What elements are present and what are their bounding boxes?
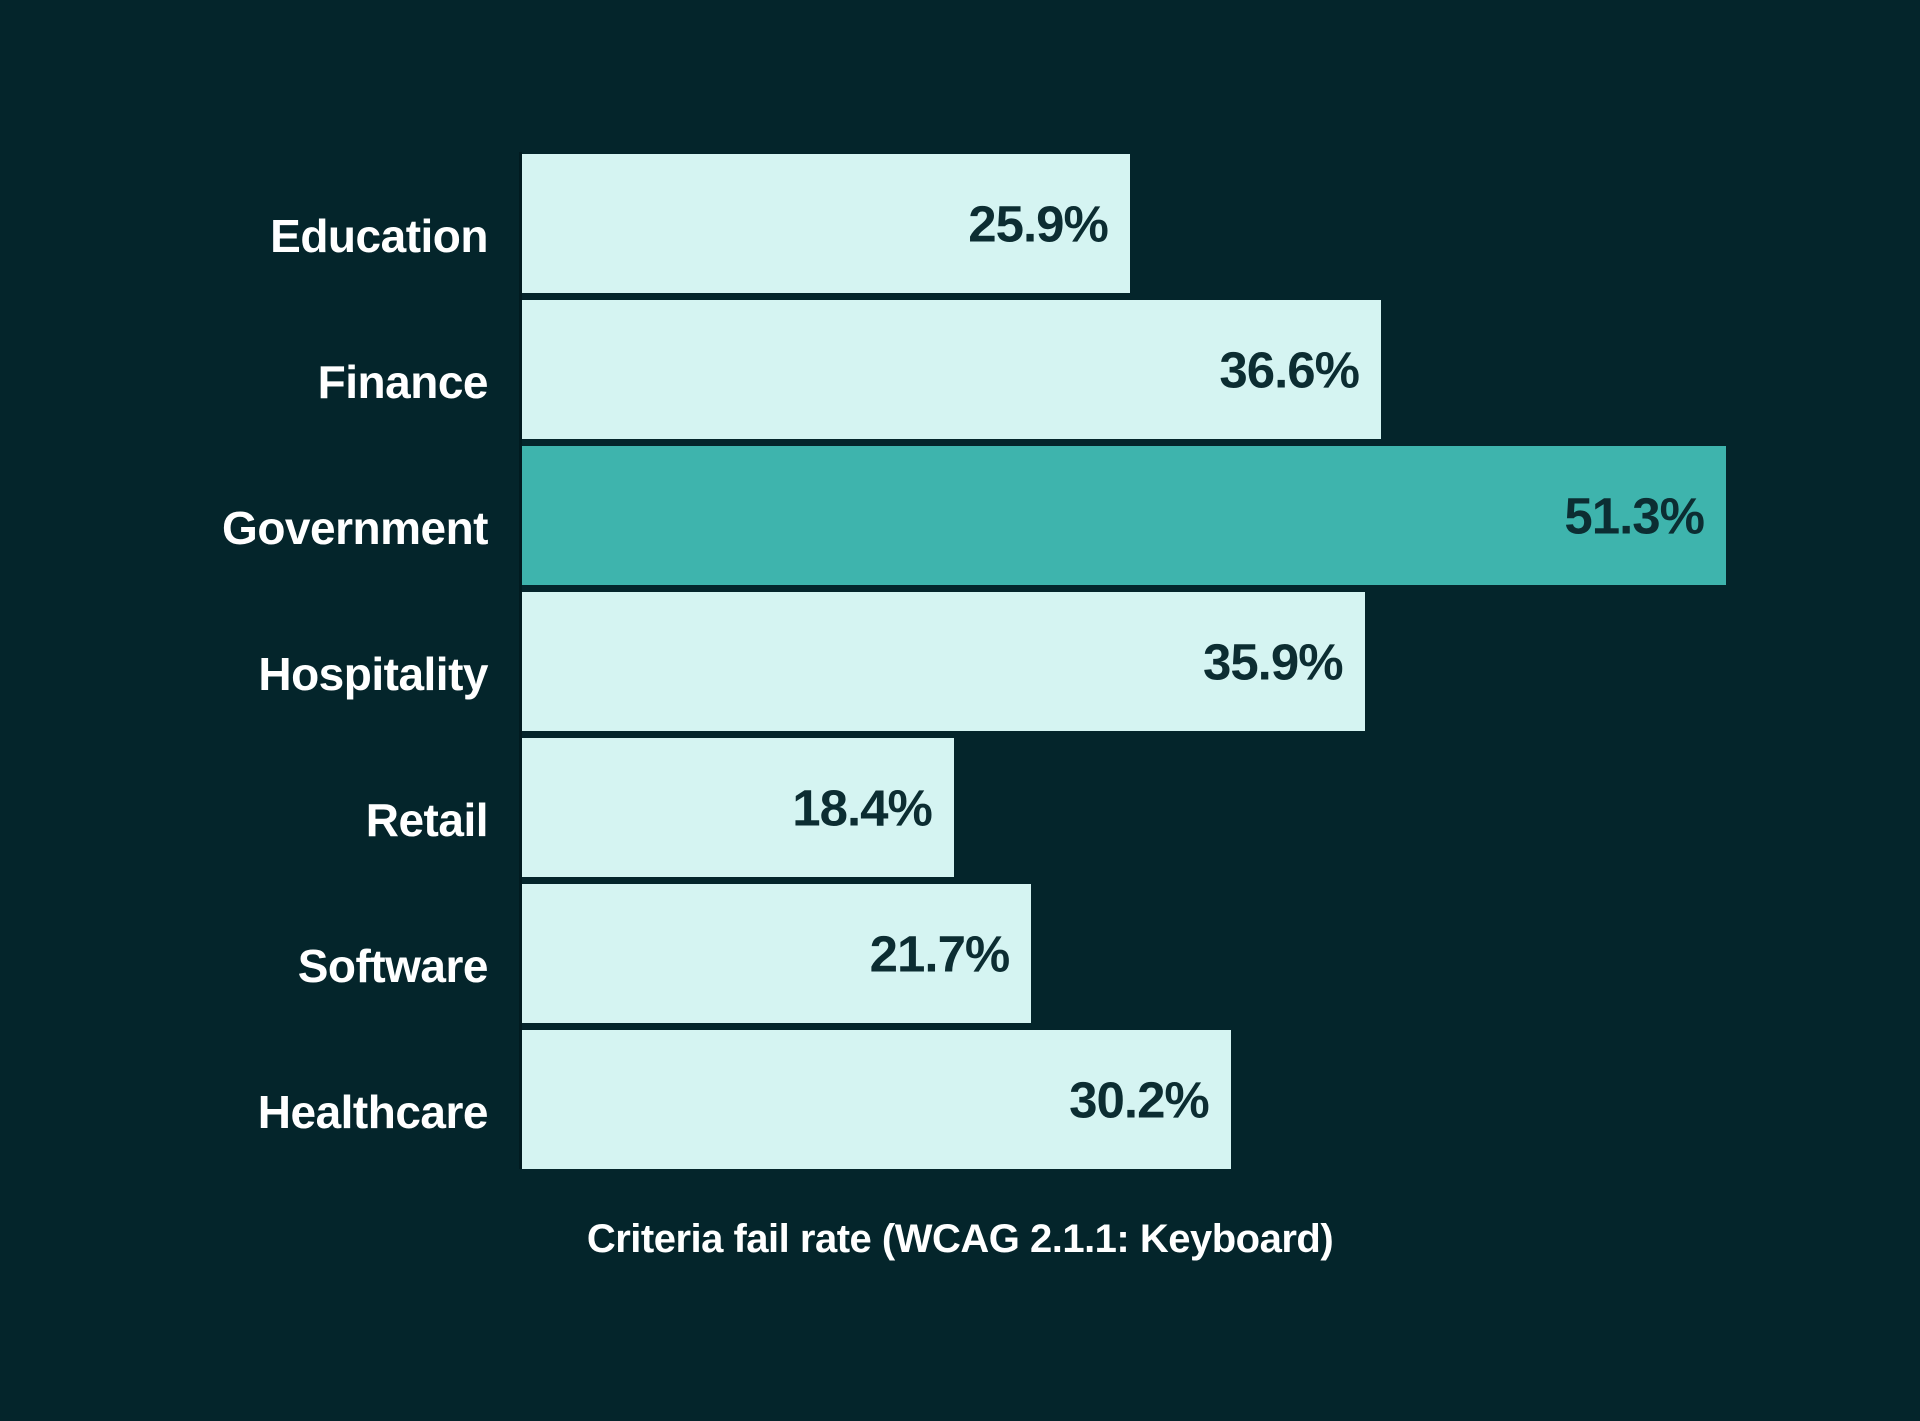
category-label: Government	[222, 501, 488, 554]
bar-value-label: 30.2%	[1069, 1071, 1210, 1128]
x-axis-title: Criteria fail rate (WCAG 2.1.1: Keyboard…	[586, 1217, 1334, 1261]
bar-row: Software 21.7%	[0, 884, 1920, 1023]
bar: 18.4%	[522, 738, 954, 877]
bar: 21.7%	[522, 884, 1032, 1023]
bar-area: 36.6%	[522, 300, 1726, 439]
bar-row: Retail 18.4%	[0, 738, 1920, 877]
bar: 51.3%	[522, 446, 1726, 585]
category-label: Software	[297, 939, 489, 992]
category-label: Education	[270, 209, 488, 262]
bar-area: 51.3%	[522, 446, 1726, 585]
bar-value-label: 36.6%	[1219, 341, 1360, 398]
bar-area: 21.7%	[522, 884, 1726, 1023]
bar-row: Finance 36.6%	[0, 300, 1920, 439]
bar-area: 30.2%	[522, 1030, 1726, 1169]
bar: 36.6%	[522, 300, 1381, 439]
bar: 25.9%	[522, 154, 1130, 293]
bar: 35.9%	[522, 592, 1365, 731]
category-label: Finance	[317, 355, 489, 408]
bar-value-label: 18.4%	[792, 779, 933, 836]
bar-row: Education 25.9%	[0, 154, 1920, 293]
bar-value-label: 21.7%	[869, 925, 1011, 982]
bar: 30.2%	[522, 1030, 1231, 1169]
y-axis-line	[519, 152, 522, 1169]
bar-area: 18.4%	[522, 738, 1726, 877]
bar-value-label: 51.3%	[1564, 487, 1705, 544]
bar-area: 25.9%	[522, 154, 1726, 293]
category-label: Hospitality	[258, 647, 488, 700]
bar-row: Hospitality 35.9%	[0, 592, 1920, 731]
bar-area: 35.9%	[522, 592, 1726, 731]
category-label: Healthcare	[257, 1085, 489, 1138]
bar-value-label: 35.9%	[1202, 633, 1344, 690]
bar-row: Healthcare 30.2%	[0, 1030, 1920, 1169]
bar-rows: Education 25.9% Finance 36.6% Government…	[0, 154, 1920, 1169]
bar-row: Government 51.3%	[0, 446, 1920, 585]
bar-value-label: 25.9%	[968, 195, 1109, 252]
category-label: Retail	[365, 793, 489, 846]
